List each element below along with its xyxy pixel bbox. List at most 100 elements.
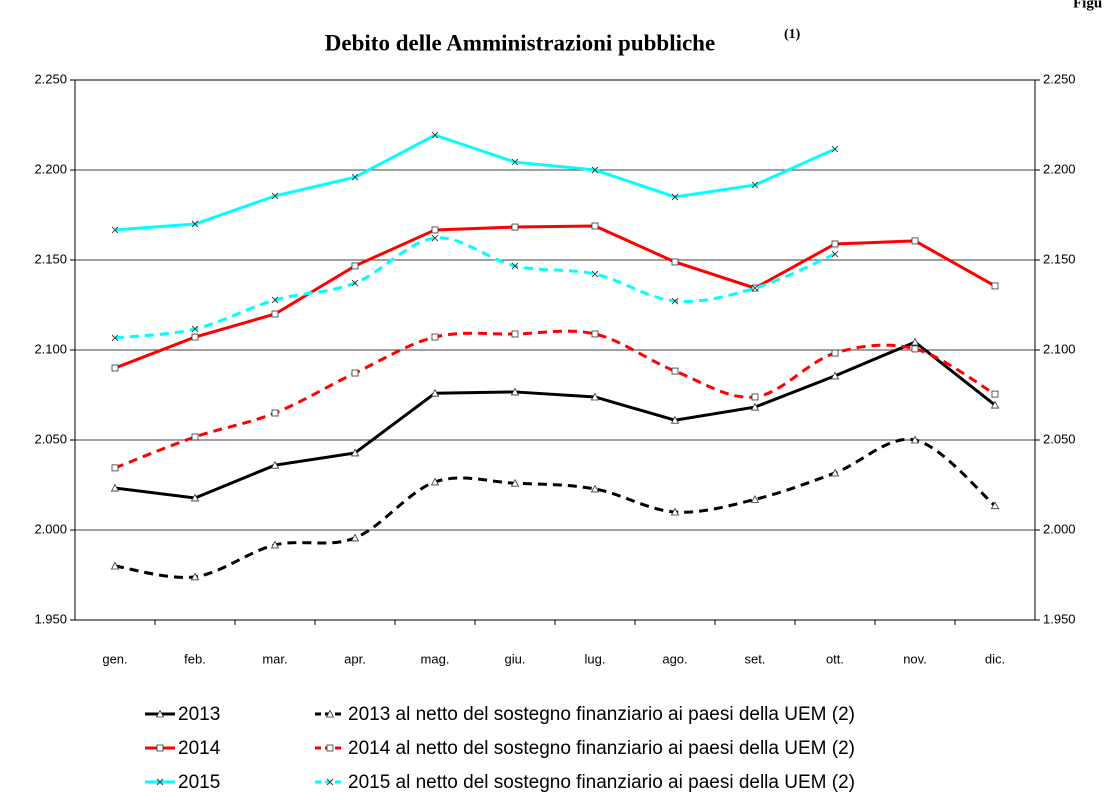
marker — [591, 166, 599, 174]
chart-title: Debito delle Amministrazioni pubbliche — [325, 30, 715, 55]
marker — [751, 181, 759, 189]
marker — [830, 468, 840, 477]
marker — [191, 433, 199, 441]
marker — [110, 561, 120, 570]
series-line — [114, 224, 996, 370]
x-tick-label: lug. — [585, 651, 606, 666]
legend-label: 2015 al netto del sostegno finanziario a… — [348, 772, 855, 793]
series-line — [114, 236, 836, 340]
marker — [511, 223, 519, 231]
series-line — [114, 329, 996, 470]
x-tick-label: mar. — [262, 651, 287, 666]
series-line — [114, 133, 836, 232]
marker — [510, 478, 520, 487]
title-note: (1) — [784, 27, 801, 42]
x-tick-label: set. — [745, 651, 766, 666]
x-tick-label: feb. — [184, 651, 206, 666]
marker — [271, 409, 279, 417]
y2-tick-label: 1.950 — [1043, 611, 1076, 626]
x-tick-label: nov. — [903, 651, 927, 666]
marker — [111, 226, 119, 234]
x-tick-label: mag. — [421, 651, 450, 666]
marker — [351, 262, 359, 270]
marker — [910, 435, 920, 444]
x-tick-label: dic. — [985, 651, 1005, 666]
marker — [191, 333, 199, 341]
marker — [991, 390, 999, 398]
x-tick-label: giu. — [505, 651, 526, 666]
marker — [351, 173, 359, 181]
legend-marker — [156, 744, 164, 752]
legend-label: 2015 — [178, 772, 220, 793]
y-tick-label: 2.150 — [34, 251, 67, 266]
marker — [751, 284, 759, 292]
marker — [831, 240, 839, 248]
marker — [430, 477, 440, 486]
marker — [591, 222, 599, 230]
x-tick-label: ott. — [826, 651, 844, 666]
y2-tick-label: 2.250 — [1043, 71, 1076, 86]
marker — [430, 388, 440, 397]
y2-tick-label: 2.100 — [1043, 341, 1076, 356]
legend-label: 2014 al netto del sostegno finanziario a… — [348, 738, 855, 759]
marker — [350, 533, 360, 542]
marker — [751, 393, 759, 401]
marker — [591, 270, 599, 278]
marker — [270, 460, 280, 469]
legend-marker — [156, 778, 164, 786]
x-tick-label: ago. — [662, 651, 687, 666]
y-tick-label: 2.200 — [34, 161, 67, 176]
y2-tick-label: 2.000 — [1043, 521, 1076, 536]
marker — [590, 484, 600, 493]
marker — [990, 501, 1000, 510]
marker — [750, 495, 760, 503]
marker — [911, 345, 919, 353]
marker — [511, 262, 519, 270]
y-tick-label: 2.000 — [34, 521, 67, 536]
legend-label: 2014 — [178, 738, 221, 759]
marker — [750, 402, 760, 411]
marker — [431, 333, 439, 341]
x-tick-label: gen. — [102, 651, 127, 666]
y2-tick-label: 2.150 — [1043, 251, 1076, 266]
marker — [271, 296, 279, 304]
marker — [111, 464, 119, 472]
y-tick-label: 1.950 — [34, 611, 67, 626]
marker — [111, 334, 119, 342]
marker — [271, 310, 279, 318]
marker — [590, 392, 600, 401]
marker — [671, 258, 679, 266]
legend-marker — [325, 709, 335, 718]
y-tick-label: 2.100 — [34, 341, 67, 356]
marker — [671, 297, 679, 305]
marker — [831, 250, 839, 258]
marker — [671, 367, 679, 375]
series-line — [114, 340, 996, 500]
series-line — [114, 437, 996, 579]
marker — [910, 337, 920, 346]
y2-tick-label: 2.200 — [1043, 161, 1076, 176]
legend-label: 2013 al netto del sostegno finanziario a… — [348, 704, 855, 725]
marker — [831, 349, 839, 357]
marker — [511, 330, 519, 338]
y2-tick-label: 2.050 — [1043, 431, 1076, 446]
figure-label: Figu — [1073, 0, 1102, 11]
legend-marker — [326, 744, 334, 752]
marker — [431, 131, 439, 139]
marker — [511, 158, 519, 166]
marker — [351, 279, 359, 287]
marker — [191, 325, 199, 333]
marker — [671, 193, 679, 201]
marker — [271, 192, 279, 200]
marker — [110, 483, 120, 492]
marker — [190, 493, 200, 502]
legend-label: 2013 — [178, 704, 220, 725]
y-tick-label: 2.050 — [34, 431, 67, 446]
marker — [431, 226, 439, 234]
legend-marker — [155, 709, 165, 718]
marker — [111, 364, 119, 372]
x-tick-label: apr. — [344, 651, 366, 666]
marker — [991, 282, 999, 290]
marker — [911, 237, 919, 245]
